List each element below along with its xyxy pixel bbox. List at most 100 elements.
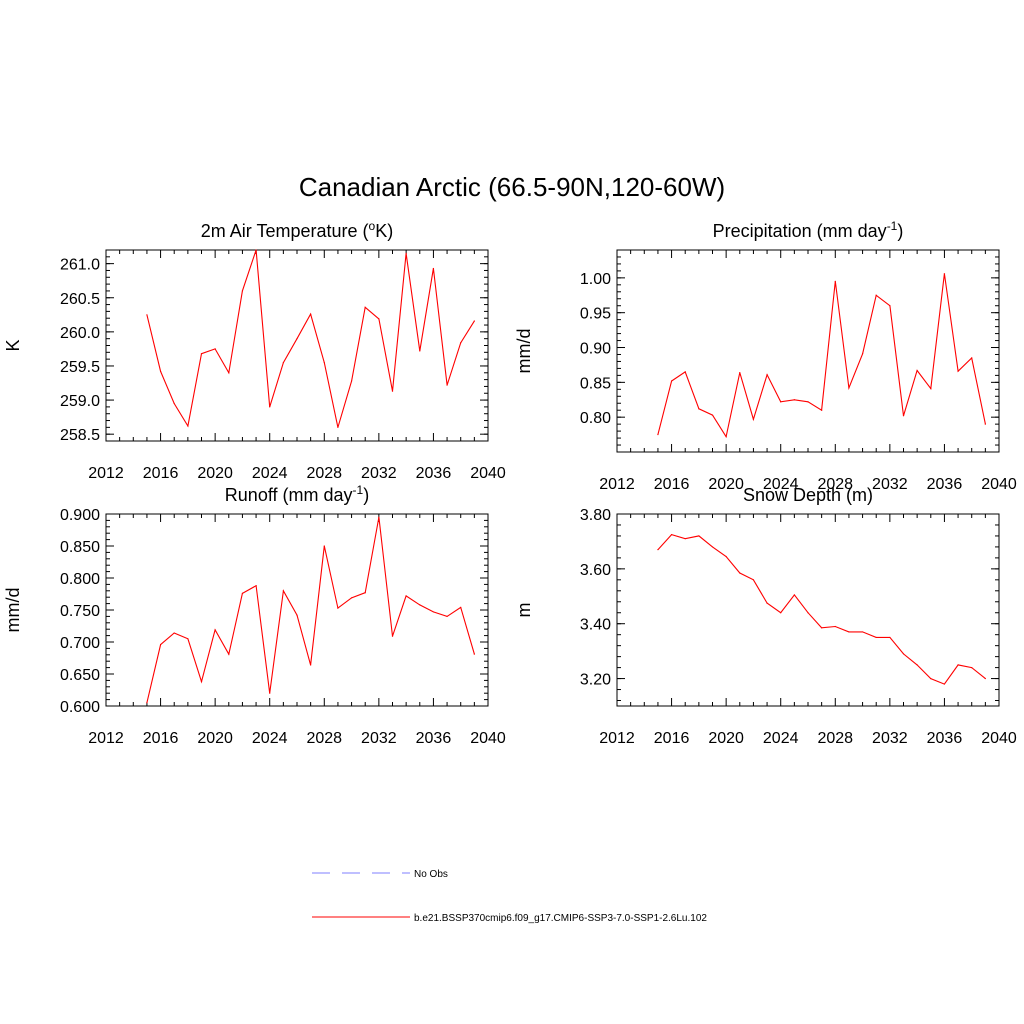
data-point [875, 636, 877, 639]
data-point [200, 681, 203, 683]
data-point [446, 615, 448, 618]
data-point [657, 549, 659, 551]
data-point [848, 387, 850, 389]
plot-frame [616, 513, 1000, 707]
x-tick-label: 2032 [361, 730, 397, 747]
series-line [146, 517, 475, 703]
data-point [684, 538, 686, 540]
y-tick-label: 259.0 [60, 393, 100, 410]
data-point [780, 401, 782, 403]
data-point [146, 314, 148, 316]
x-tick-label: 2036 [927, 476, 963, 493]
data-point [807, 612, 809, 614]
y-tick-label: 0.900 [60, 507, 100, 524]
data-point [282, 590, 284, 592]
y-tick-label: 0.650 [60, 667, 100, 684]
data-point [419, 350, 421, 352]
x-tick-label: 2016 [143, 465, 179, 482]
x-tick-label: 2020 [197, 465, 233, 482]
series-line [657, 273, 986, 439]
chart-panel-4: Snow Depth (m) m 2012 2016 2020 2024 2028 2032 2… [514, 485, 1017, 747]
data-point [460, 342, 462, 344]
data-point [228, 372, 230, 374]
plot-frame [105, 249, 489, 442]
data-point [432, 267, 435, 270]
data-point [337, 607, 339, 609]
data-point [296, 614, 298, 616]
y-tick-label: 3.20 [580, 672, 611, 689]
data-point [432, 611, 435, 613]
x-tick-label: 2016 [143, 730, 179, 747]
data-point [241, 290, 244, 292]
data-point [807, 401, 809, 403]
x-tick-label: 2016 [654, 730, 690, 747]
y-axis-label: K [3, 339, 23, 351]
data-point [971, 667, 973, 669]
data-point [861, 353, 864, 355]
y-tick-label: 0.800 [60, 571, 100, 588]
y-tick-label: 0.750 [60, 603, 100, 620]
x-tick-label: 2028 [817, 476, 853, 493]
data-point [173, 402, 175, 405]
data-point [739, 371, 741, 374]
data-point [957, 370, 959, 372]
x-tick-label: 2040 [981, 476, 1017, 493]
data-point [943, 683, 946, 685]
legend: No Obs b.e21.BSSP370cmip6.f09_g17.CMIP6-… [312, 869, 707, 924]
x-tick-label: 2012 [88, 730, 124, 747]
y-tick-label: 3.60 [580, 562, 611, 579]
figure-title: Canadian Arctic (66.5-90N,120-60W) [299, 172, 725, 202]
panel-title: Snow Depth (m) [743, 485, 873, 505]
data-point [711, 414, 714, 416]
x-tick-label: 2024 [763, 476, 799, 493]
data-point [889, 305, 891, 307]
legend-label-model: b.e21.BSSP370cmip6.f09_g17.CMIP6-SSP3-7.… [414, 913, 707, 924]
chart-panels: 2m Air Temperature (oK) K 2012 2016 2020 2024… [3, 219, 1017, 747]
data-point [446, 384, 448, 386]
panel-title: 2m Air Temperature (oK) [201, 219, 393, 241]
x-tick-label: 2032 [361, 465, 397, 482]
data-point [473, 320, 475, 322]
data-point [146, 702, 148, 704]
data-point [848, 631, 850, 633]
chart-panel-2: Precipitation (mm day-1) mm/d 2012 2016 2020… [514, 219, 1017, 493]
data-point [241, 592, 244, 594]
data-point [214, 348, 216, 350]
data-point [834, 280, 836, 282]
y-tick-label: 0.95 [580, 306, 611, 323]
x-tick-label: 2036 [416, 730, 452, 747]
y-tick-label: 3.40 [580, 617, 611, 634]
data-point [269, 692, 271, 694]
data-point [889, 636, 891, 639]
data-point [752, 579, 755, 581]
data-point [984, 677, 986, 680]
data-point [834, 625, 836, 628]
y-tick-label: 0.85 [580, 375, 611, 392]
y-tick-label: 3.80 [580, 507, 611, 524]
y-axis-label: mm/d [514, 329, 534, 374]
data-point [419, 604, 421, 606]
data-point [159, 643, 162, 646]
data-point [766, 374, 768, 376]
x-tick-label: 2040 [470, 730, 506, 747]
x-tick-label: 2032 [872, 730, 908, 747]
data-point [350, 380, 353, 382]
data-point [875, 294, 877, 296]
data-point [957, 664, 959, 666]
x-tick-label: 2024 [763, 730, 799, 747]
data-point [930, 677, 932, 680]
data-point [269, 406, 271, 408]
data-point [752, 418, 755, 420]
data-point [739, 572, 741, 574]
data-point [255, 585, 257, 587]
data-point [187, 638, 189, 640]
y-tick-label: 1.00 [580, 271, 611, 288]
data-point [310, 664, 312, 666]
data-point [391, 390, 394, 392]
data-point [405, 595, 407, 597]
x-tick-label: 2028 [817, 730, 853, 747]
data-point [460, 606, 462, 609]
data-point [670, 533, 673, 536]
data-point [930, 388, 932, 390]
